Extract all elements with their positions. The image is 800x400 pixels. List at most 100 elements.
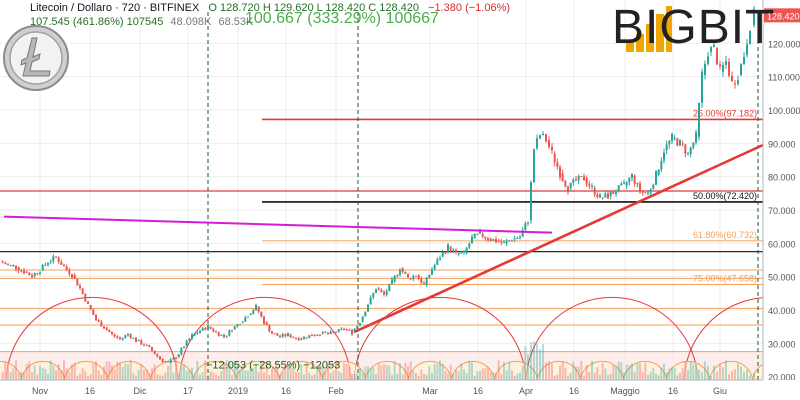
chart-header: Litecoin / Dollaro · 720 · BITFINEX O 12… <box>30 2 510 14</box>
candle-body <box>303 336 305 339</box>
candle-body <box>687 152 689 154</box>
volume-bar <box>383 364 385 380</box>
volume-bar <box>687 370 689 380</box>
volume-bar <box>95 361 97 380</box>
candle-body <box>12 264 15 266</box>
candle-body <box>441 252 444 257</box>
x-tick-label: 16 <box>281 386 291 396</box>
volume-bar <box>401 374 404 380</box>
volume-bar <box>519 373 521 380</box>
volume-bar <box>148 373 151 380</box>
volume-bar <box>420 369 423 380</box>
candle-body <box>652 184 655 189</box>
candle-body <box>519 236 521 239</box>
volume-bar <box>212 372 215 380</box>
candle-body <box>737 80 739 84</box>
candle-body <box>217 332 220 336</box>
candle-body <box>495 239 497 243</box>
candle-body <box>292 337 295 339</box>
volume-bar <box>684 361 687 380</box>
candle-body <box>639 183 641 193</box>
candle-body <box>351 329 353 335</box>
candle-body <box>273 333 276 335</box>
volume-bar <box>585 364 588 380</box>
volume-bar <box>97 370 100 380</box>
candle-body <box>604 193 607 198</box>
volume-bar <box>308 373 311 380</box>
candle-body <box>460 252 463 254</box>
candle-body <box>707 56 709 64</box>
volume-bar <box>524 346 527 380</box>
volume-bar <box>89 374 92 380</box>
volume-bar <box>740 366 742 380</box>
volume-bar <box>7 363 9 380</box>
x-tick-label: Apr <box>519 386 533 396</box>
cycle-arc-small <box>708 360 754 384</box>
candle-body <box>436 259 439 265</box>
candle-body <box>740 63 742 75</box>
candle-body <box>143 344 145 346</box>
candle-body <box>65 266 68 270</box>
cycle-arc-large <box>178 296 352 384</box>
candle-body <box>313 335 316 336</box>
candle-body <box>473 233 476 239</box>
volume-bar <box>207 375 209 380</box>
candle-body <box>284 334 287 337</box>
time-axis-bg <box>0 380 800 400</box>
trendline-support <box>354 143 764 333</box>
volume-bar <box>569 372 572 380</box>
candle-body <box>556 162 559 168</box>
candle-body <box>695 132 697 143</box>
volume-bar <box>247 370 249 380</box>
volume-bar <box>129 360 132 380</box>
x-tick-label: Maggio <box>610 386 640 396</box>
volume-bar <box>460 363 463 380</box>
volume-bar <box>193 373 196 380</box>
candle-body <box>188 338 191 341</box>
volume-bar <box>87 375 89 380</box>
candle-body <box>372 292 375 298</box>
candle-body <box>513 238 516 240</box>
fib-level-label: 61.80%(60.732) <box>693 230 757 240</box>
candle-body <box>753 9 755 25</box>
candle-body <box>676 138 679 146</box>
candle-body <box>244 317 247 322</box>
candle-body <box>159 356 161 360</box>
volume-bar <box>313 374 316 380</box>
candle-body <box>25 271 28 273</box>
volume-bar <box>303 374 305 380</box>
volume-bar <box>649 371 652 380</box>
volume-bar <box>404 362 407 380</box>
volume-bar <box>591 360 593 380</box>
volume-bar <box>292 368 295 380</box>
candle-body <box>295 337 297 339</box>
candle-body <box>521 230 524 237</box>
volume-bar <box>572 361 575 380</box>
candle-body <box>127 333 129 336</box>
volume-bar <box>612 365 615 380</box>
candle-body <box>444 252 447 254</box>
volume-bar <box>639 362 641 380</box>
volume-bar <box>452 373 455 380</box>
candle-body <box>636 183 639 185</box>
cycle-arc-small <box>493 360 539 384</box>
y-tick-label: 90.000 <box>768 139 796 149</box>
candle-body <box>316 334 319 336</box>
candle-body <box>457 253 460 255</box>
volume-bar <box>41 368 44 380</box>
volume-bar <box>471 362 473 380</box>
volume-bar <box>321 365 324 380</box>
candle-body <box>129 334 132 339</box>
volume-bar <box>689 361 692 380</box>
candle-body <box>539 135 541 139</box>
volume-bar <box>604 368 607 380</box>
volume-bar <box>289 366 292 380</box>
volume-bar <box>633 371 636 380</box>
candle-body <box>471 236 473 244</box>
candle-body <box>335 331 337 333</box>
candle-body <box>260 312 263 317</box>
volume-bar <box>319 364 321 380</box>
candle-body <box>503 242 505 244</box>
volume-bar <box>276 363 279 380</box>
